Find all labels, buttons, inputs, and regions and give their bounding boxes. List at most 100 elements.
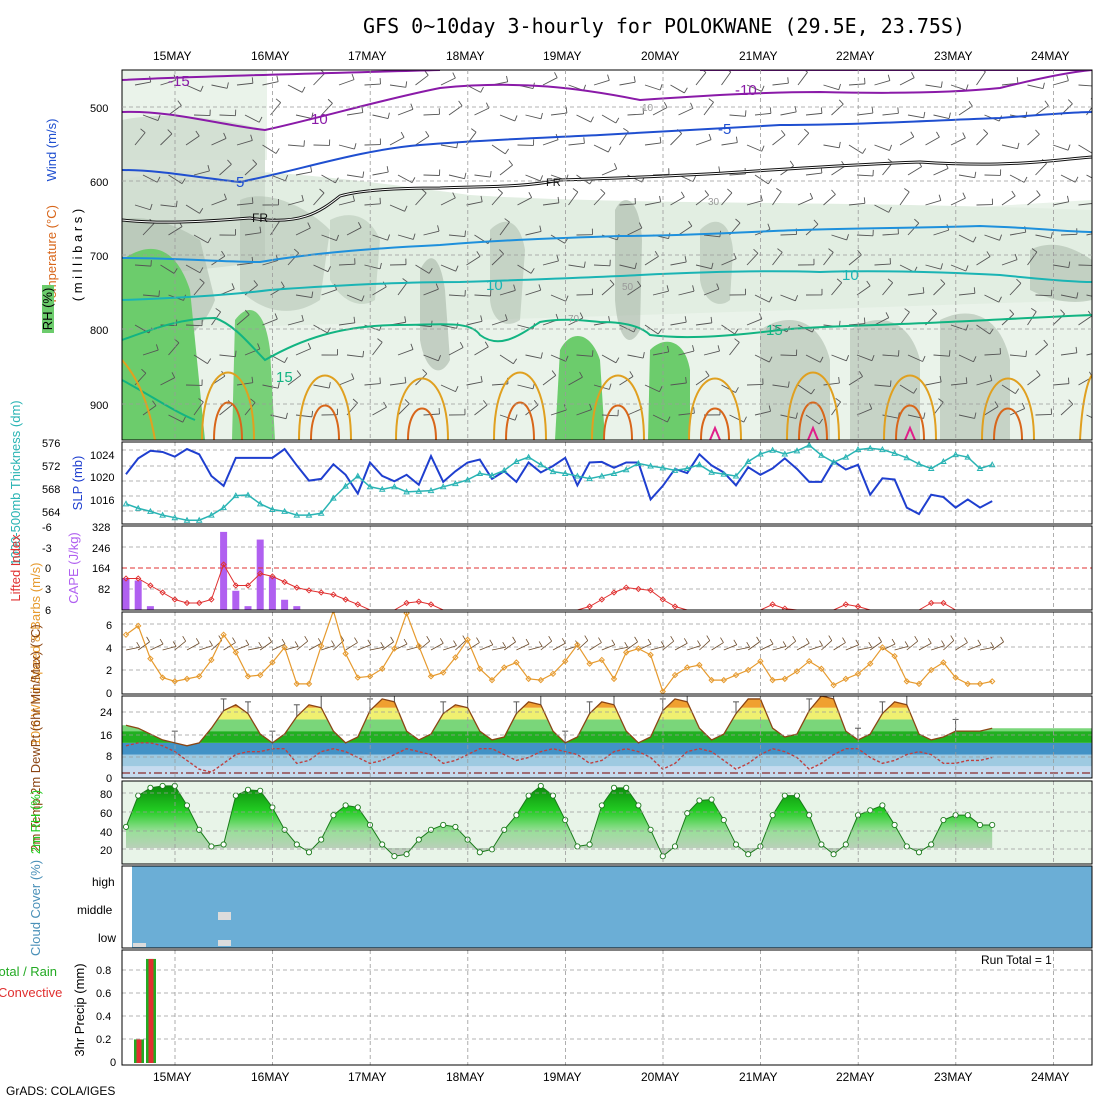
wind10m-barb-flag xyxy=(842,637,846,643)
wind-barb-flag xyxy=(377,338,383,343)
wind-barb-flag xyxy=(983,129,989,134)
isotherm-5 xyxy=(122,224,1092,264)
rh2m-point xyxy=(122,823,130,830)
wind-barb-flag xyxy=(965,265,969,272)
wind-barb-flag xyxy=(974,412,977,419)
wind-barb-flag xyxy=(259,226,262,233)
wind-barb xyxy=(805,414,820,425)
wind-barb xyxy=(721,324,736,335)
thickness-point xyxy=(281,507,288,514)
rh2m-point xyxy=(806,812,813,819)
wind-barb-flag xyxy=(422,369,428,375)
li-tick: -6 xyxy=(42,522,52,534)
wind10m-point xyxy=(635,645,642,652)
wind-barb-flag xyxy=(157,114,161,121)
wind-barb xyxy=(499,221,510,236)
wind10m-barb-flag xyxy=(159,638,164,645)
wind10m-barb-flag xyxy=(172,641,177,647)
wind-barb xyxy=(848,323,865,326)
wind-barb-flag xyxy=(965,84,969,91)
wind-barb xyxy=(729,114,746,117)
wind10m-barb-flag xyxy=(977,639,982,646)
wind-barb xyxy=(474,346,489,356)
isotherm-lines xyxy=(122,70,1092,421)
wind-barb xyxy=(338,378,355,386)
wind-barb xyxy=(958,174,975,179)
wind10m-barb xyxy=(747,641,760,651)
thickness-point xyxy=(988,461,996,468)
wind-barb xyxy=(627,285,642,296)
wind-barb xyxy=(746,200,763,206)
wind-barb-flag xyxy=(352,398,358,404)
wind-barb xyxy=(958,414,975,419)
wind-barb xyxy=(1009,408,1025,416)
rh2m-point xyxy=(232,792,239,799)
wind-barb xyxy=(856,285,871,296)
wind-barb xyxy=(517,264,532,274)
wind10m-barb xyxy=(906,640,918,651)
wind-barb xyxy=(754,410,771,416)
wind-barb-flag xyxy=(1043,339,1049,345)
wind10m-barb-flag xyxy=(403,638,408,645)
wind-barb xyxy=(933,283,946,296)
wind-barb-flag xyxy=(386,166,389,173)
rh2m-point xyxy=(183,802,191,809)
wind10m-point xyxy=(769,676,776,684)
wind-barb-flag xyxy=(207,164,210,172)
wind-barb-flag xyxy=(362,350,365,358)
wind-barb-flag xyxy=(838,141,841,148)
wind-barb-flag xyxy=(768,405,772,412)
wind-barb xyxy=(440,77,456,86)
thickness-point xyxy=(391,483,398,490)
thickness-point xyxy=(732,472,740,479)
wind10m-point xyxy=(331,612,336,614)
wind10m-point xyxy=(757,657,764,665)
wind-barb-flag xyxy=(914,218,920,224)
wind-barb-flag xyxy=(938,194,942,201)
wind-barb xyxy=(448,234,465,237)
wind-barb xyxy=(848,202,865,206)
wind-barb-flag xyxy=(607,74,610,81)
cloud-gap-low-start xyxy=(133,943,146,947)
wind-barb-flag xyxy=(936,131,940,138)
wind-barb-flag xyxy=(835,398,841,403)
wind-barb-flag xyxy=(311,291,314,298)
wind-barb xyxy=(627,227,643,236)
wind-barb xyxy=(950,137,966,146)
wind10m-point xyxy=(561,657,569,665)
wind-barb-flag xyxy=(158,290,160,297)
wind-barb xyxy=(236,314,250,326)
thickness-point xyxy=(769,446,776,453)
wind-barb xyxy=(440,264,456,272)
wind-barb xyxy=(542,260,559,266)
wind-barb-flag xyxy=(1016,77,1019,84)
wind10m-point xyxy=(964,680,972,688)
wind-barb-flag xyxy=(994,401,999,407)
rh2m-point xyxy=(476,849,483,856)
wind-barb-flag xyxy=(685,376,687,384)
wind10m-point xyxy=(415,642,423,650)
wind-barb-flag xyxy=(1075,346,1078,353)
wind-barb-flag xyxy=(310,165,313,173)
thickness-point xyxy=(976,464,984,471)
wind-barb xyxy=(882,354,899,357)
cloud-level-label: low xyxy=(98,931,116,945)
rh-axis-label: RH (%) xyxy=(40,288,55,331)
wind-barb-flag xyxy=(1023,176,1028,183)
wind-barb xyxy=(703,101,714,116)
wind10m-barb-flag xyxy=(950,635,955,641)
lifted-index-point xyxy=(354,601,361,608)
wind-barb xyxy=(950,264,966,272)
wind-barb xyxy=(925,264,942,270)
wind-barb-flag xyxy=(965,324,969,331)
wind-barb xyxy=(958,292,975,296)
wind-barb-flag xyxy=(351,373,355,380)
wind10m-point xyxy=(927,666,935,674)
rh2m-point xyxy=(915,849,923,856)
wind-barb-flag xyxy=(514,115,518,122)
wind-barb xyxy=(907,114,924,119)
wind-barb xyxy=(270,102,282,116)
rh2m-point xyxy=(391,853,398,860)
rh2m-point xyxy=(793,792,801,799)
wind-barb xyxy=(568,376,583,386)
